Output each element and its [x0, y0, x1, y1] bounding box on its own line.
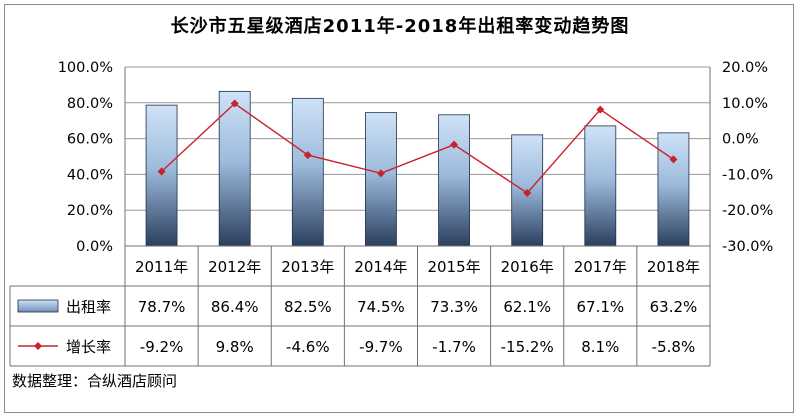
category-label: 2011年 [135, 258, 188, 276]
right-axis-tick-label: 10.0% [722, 96, 768, 112]
growth-rate-point-2011年 [157, 167, 166, 176]
left-axis-tick-label: 80.0% [67, 96, 113, 112]
table-value-growth: -5.8% [652, 338, 696, 356]
bar-2017年 [584, 125, 617, 247]
table-value-growth: 8.1% [581, 338, 619, 356]
table-value-occupancy: 78.7% [138, 298, 186, 316]
table-value-occupancy: 63.2% [650, 298, 698, 316]
category-label: 2016年 [501, 258, 554, 276]
right-axis-tick-label: 20.0% [722, 60, 768, 76]
bar-2012年 [218, 90, 251, 247]
category-label: 2017年 [574, 258, 627, 276]
table-value-growth: 9.8% [216, 338, 254, 356]
bar-2018年 [657, 132, 690, 247]
legend-label-line: 增长率 [66, 338, 111, 356]
category-label: 2013年 [281, 258, 334, 276]
table-value-growth: -9.2% [140, 338, 184, 356]
left-axis-tick-label: 100.0% [58, 60, 113, 76]
table-value-occupancy: 67.1% [576, 298, 624, 316]
bar-2014年 [365, 112, 397, 247]
category-label: 2014年 [354, 258, 407, 276]
left-axis-tick-label: 60.0% [67, 132, 113, 148]
legend-label-bar: 出租率 [66, 298, 111, 316]
bar-2011年 [145, 104, 178, 247]
growth-rate-point-2017年 [596, 105, 605, 114]
data-source-note: 数据整理：合纵酒店顾问 [12, 372, 178, 390]
bar-2013年 [291, 97, 324, 247]
left-axis-tick-label: 20.0% [67, 203, 113, 219]
chart-title: 长沙市五星级酒店2011年-2018年出租率变动趋势图 [170, 16, 630, 37]
growth-rate-line [161, 102, 674, 194]
left-axis-tick-label: 40.0% [67, 167, 113, 183]
growth-rate-point-2018年 [669, 155, 678, 164]
growth-rate-point-2015年 [450, 140, 459, 149]
right-axis-tick-label: -20.0% [722, 203, 773, 219]
table-value-growth: -15.2% [501, 338, 554, 356]
right-axis-tick-label: -30.0% [722, 239, 773, 255]
category-label: 2012年 [208, 258, 261, 276]
table-value-occupancy: 74.5% [357, 298, 405, 316]
growth-rate-point-2012年 [230, 99, 239, 108]
table-value-occupancy: 82.5% [284, 298, 332, 316]
legend-key-bar [17, 299, 59, 313]
left-axis-tick-label: 0.0% [76, 239, 113, 255]
legend-key-marker [34, 342, 42, 350]
right-axis-tick-label: 0.0% [722, 132, 759, 148]
table-value-growth: -4.6% [286, 338, 330, 356]
table-value-occupancy: 73.3% [430, 298, 478, 316]
table-value-growth: -9.7% [359, 338, 403, 356]
table-value-occupancy: 62.1% [503, 298, 551, 316]
table-value-occupancy: 86.4% [211, 298, 259, 316]
bar-2015年 [438, 114, 470, 247]
right-axis-tick-label: -10.0% [722, 167, 773, 183]
growth-rate-point-2013年 [303, 151, 312, 160]
table-value-growth: -1.7% [432, 338, 476, 356]
growth-rate-point-2014年 [376, 169, 385, 178]
category-label: 2015年 [427, 258, 480, 276]
category-label: 2018年 [647, 258, 700, 276]
growth-rate-point-2016年 [523, 189, 532, 198]
